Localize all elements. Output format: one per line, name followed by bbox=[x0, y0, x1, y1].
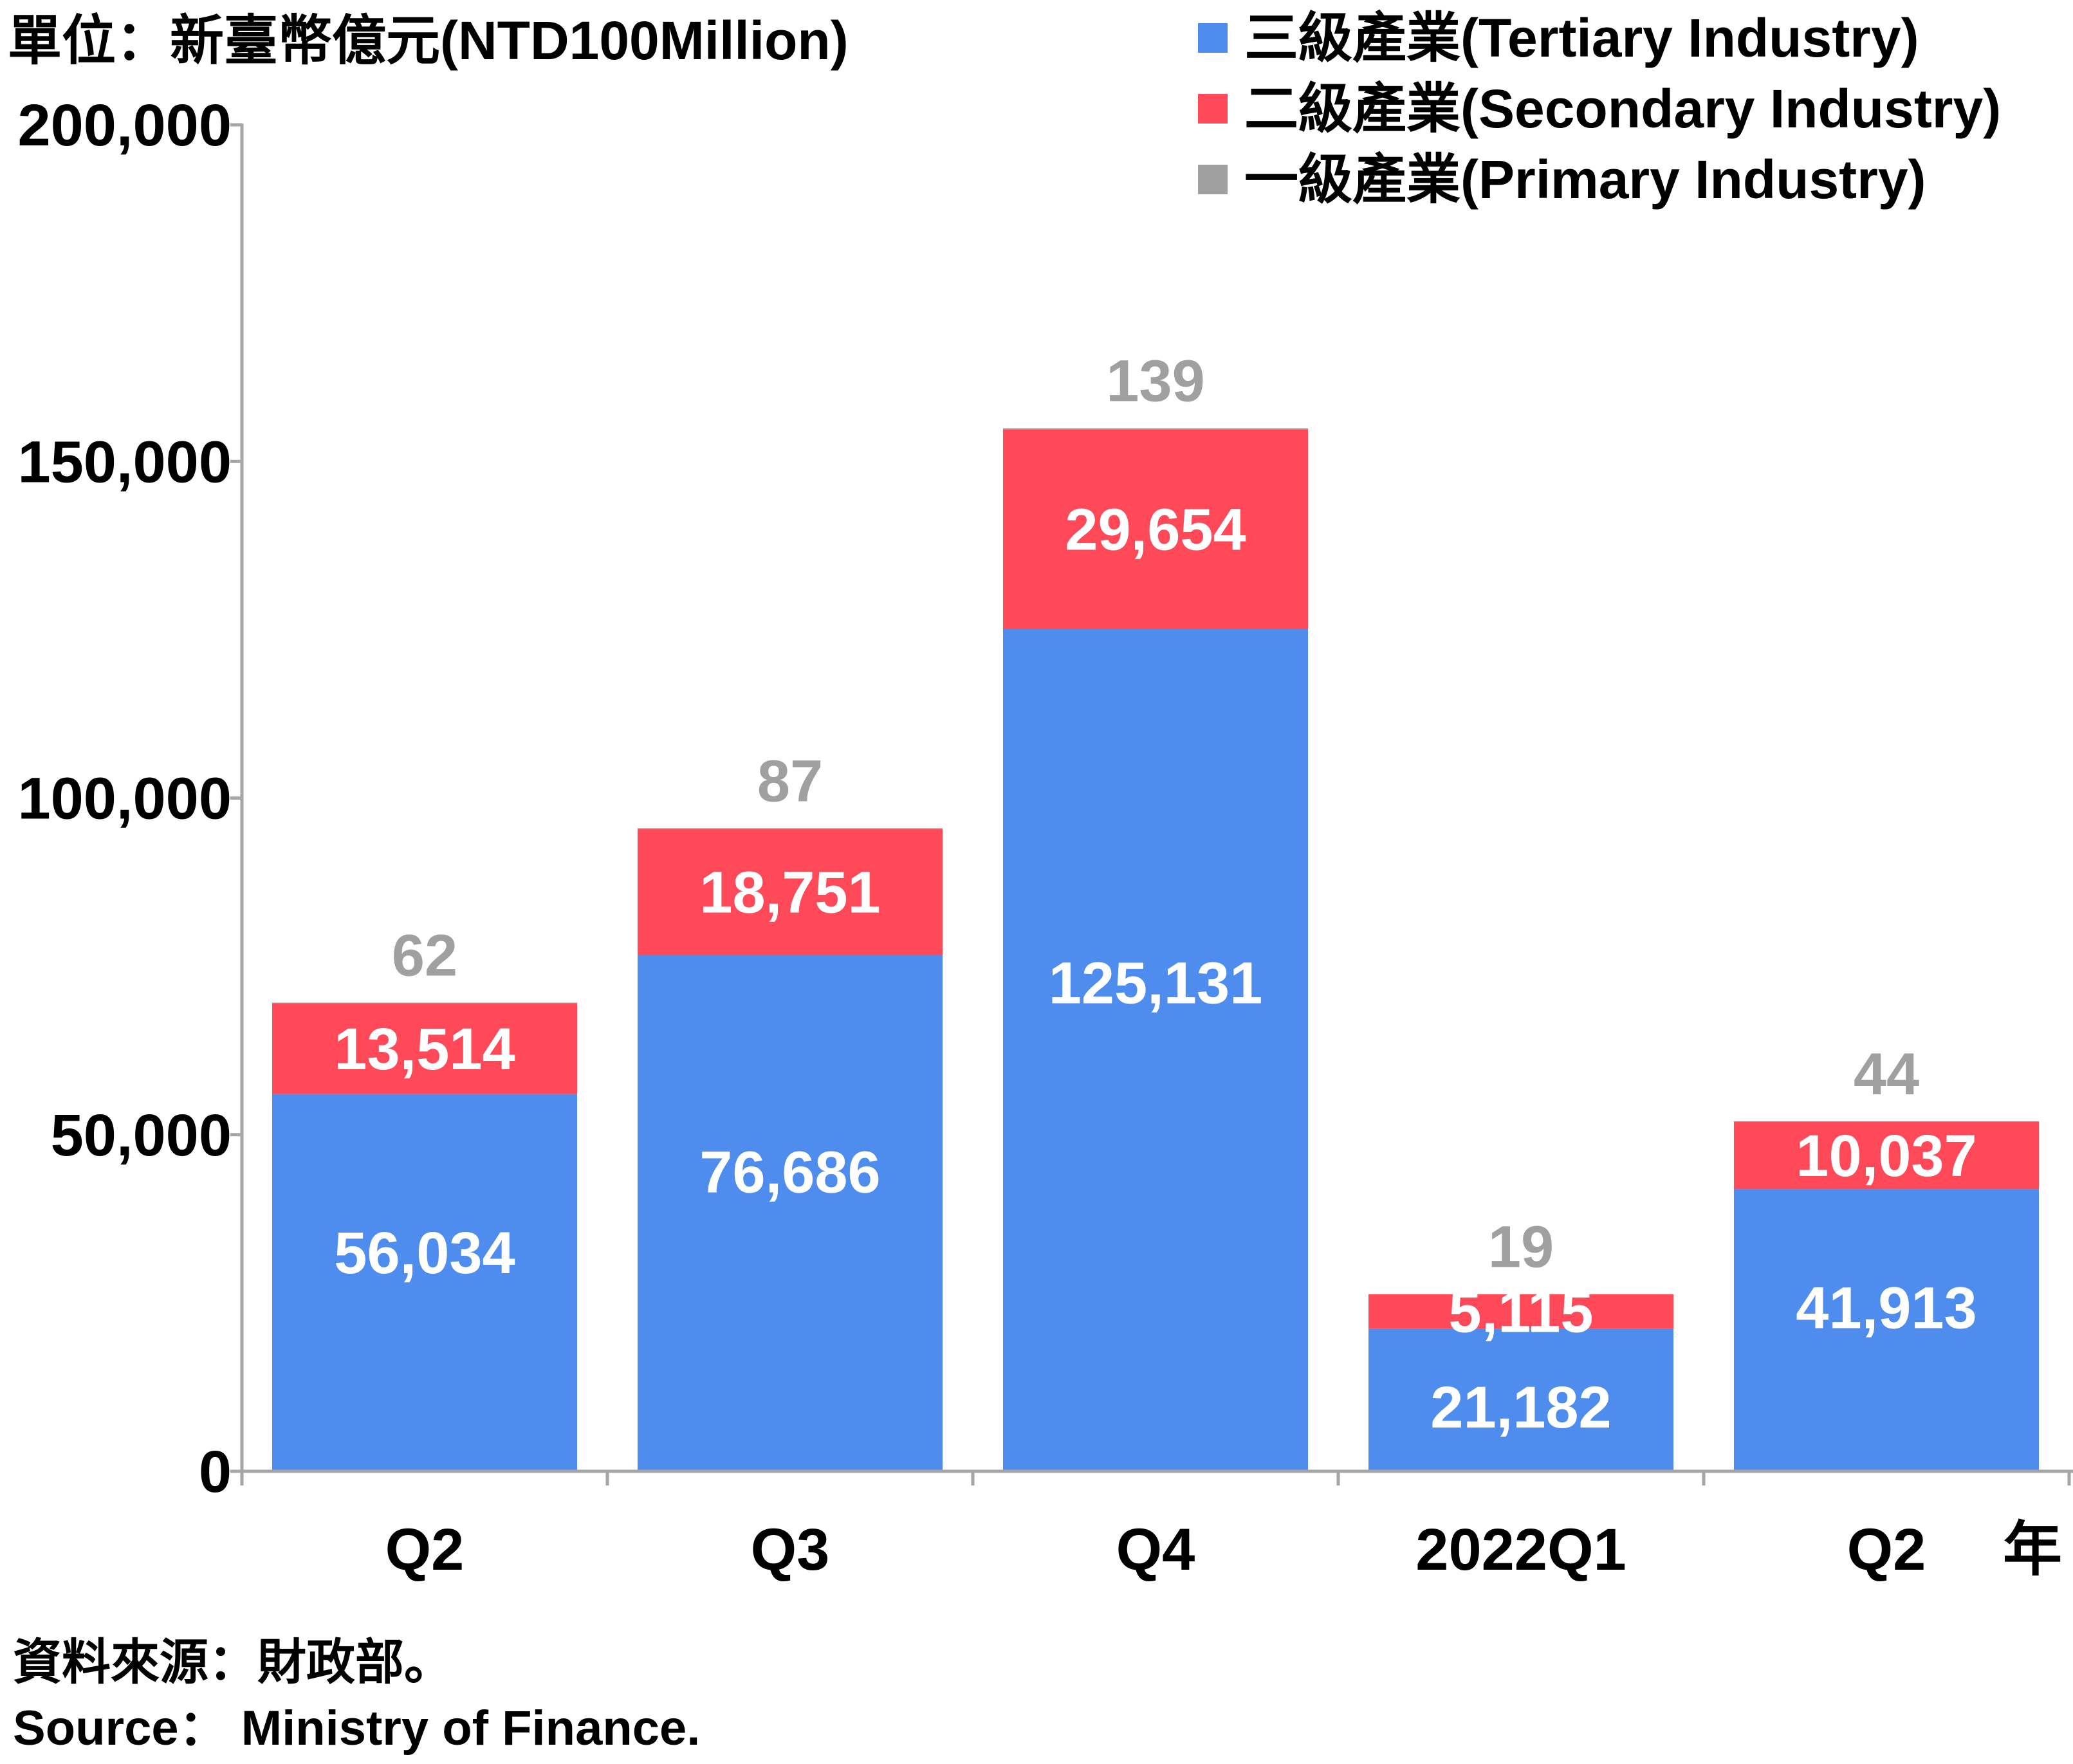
bar-stack: 76,686 18,751 87 bbox=[638, 748, 943, 1471]
bar-primary bbox=[638, 828, 943, 829]
data-label-tertiary: 76,686 bbox=[699, 1140, 880, 1206]
data-label-tertiary: 56,034 bbox=[334, 1220, 515, 1286]
legend-item: 二級產業(Secondary Industry) bbox=[1198, 78, 2001, 139]
data-label-tertiary: 21,182 bbox=[1430, 1375, 1611, 1440]
bar-secondary bbox=[1734, 1121, 2039, 1190]
legend-label: 三級產業(Tertiary Industry) bbox=[1244, 8, 1919, 68]
bar-tertiary bbox=[1003, 629, 1308, 1471]
bar-tertiary bbox=[1368, 1328, 1673, 1471]
data-label-secondary: 29,654 bbox=[1065, 497, 1246, 562]
y-tick-label: 0 bbox=[199, 1439, 232, 1505]
bar-stack: 56,034 13,514 62 bbox=[272, 923, 577, 1471]
x-category-label: 2022Q1 bbox=[1415, 1517, 1626, 1583]
y-tick-label: 100,000 bbox=[17, 766, 232, 832]
data-label-secondary: 13,514 bbox=[334, 1016, 515, 1082]
bars: 56,034 13,514 62 76,686 18,751 87 125,131 29,65… bbox=[272, 349, 2039, 1471]
bar-primary bbox=[1003, 428, 1308, 430]
y-tick-label: 150,000 bbox=[17, 429, 232, 495]
y-tick-label: 50,000 bbox=[51, 1103, 232, 1168]
x-axis: Q2 Q3 Q4 2022Q1 Q2 bbox=[240, 1469, 2073, 1583]
legend-swatch bbox=[1198, 23, 1228, 53]
data-label-secondary: 5,115 bbox=[1448, 1280, 1593, 1345]
y-tick-label: 200,000 bbox=[17, 93, 232, 158]
data-label-tertiary: 41,913 bbox=[1796, 1276, 1976, 1341]
legend-swatch bbox=[1198, 94, 1228, 124]
data-label-tertiary: 125,131 bbox=[1049, 950, 1263, 1016]
bar-secondary bbox=[638, 829, 943, 955]
bar-tertiary bbox=[638, 955, 943, 1471]
x-category-label: Q4 bbox=[1116, 1517, 1195, 1583]
bar-tertiary bbox=[272, 1094, 577, 1471]
x-category-label: Q3 bbox=[751, 1517, 830, 1583]
data-label-primary: 44 bbox=[1854, 1042, 1919, 1107]
data-label-primary: 62 bbox=[392, 923, 457, 989]
x-category-label: Q2 bbox=[1847, 1517, 1926, 1583]
bar-primary bbox=[272, 1002, 577, 1004]
data-label-secondary: 18,751 bbox=[699, 859, 880, 925]
x-axis-suffix: 年 bbox=[2003, 1517, 2062, 1583]
data-label-primary: 19 bbox=[1488, 1215, 1554, 1280]
bar-tertiary bbox=[1734, 1189, 2039, 1471]
bar-stack: 41,913 10,037 44 bbox=[1734, 1042, 2039, 1471]
source-zh: 資料來源：財政部。 bbox=[13, 1635, 453, 1690]
bar-secondary bbox=[1003, 429, 1308, 629]
legend-item: 一級產業(Primary Industry) bbox=[1198, 149, 1926, 210]
data-label-primary: 139 bbox=[1106, 349, 1205, 414]
data-label-primary: 87 bbox=[757, 748, 823, 814]
source-en: Source： Ministry of Finance. bbox=[13, 1701, 700, 1756]
bar-secondary bbox=[272, 1003, 577, 1094]
x-category-label: Q2 bbox=[385, 1517, 465, 1583]
y-axis: 0 50,000 100,000 150,000 200,000 bbox=[17, 93, 244, 1505]
legend-label: 一級產業(Primary Industry) bbox=[1244, 149, 1926, 210]
legend-item: 三級產業(Tertiary Industry) bbox=[1198, 8, 1919, 68]
legend-swatch bbox=[1198, 165, 1228, 194]
legend-label: 二級產業(Secondary Industry) bbox=[1244, 78, 2001, 139]
unit-label: 單位：新臺幣億元(NTD100Million) bbox=[8, 10, 849, 71]
data-label-secondary: 10,037 bbox=[1796, 1123, 1976, 1189]
legend: 三級產業(Tertiary Industry) 二級產業(Secondary In… bbox=[1198, 8, 2001, 210]
bar-stack: 125,131 29,654 139 bbox=[1003, 349, 1308, 1471]
bar-secondary bbox=[1368, 1294, 1673, 1329]
